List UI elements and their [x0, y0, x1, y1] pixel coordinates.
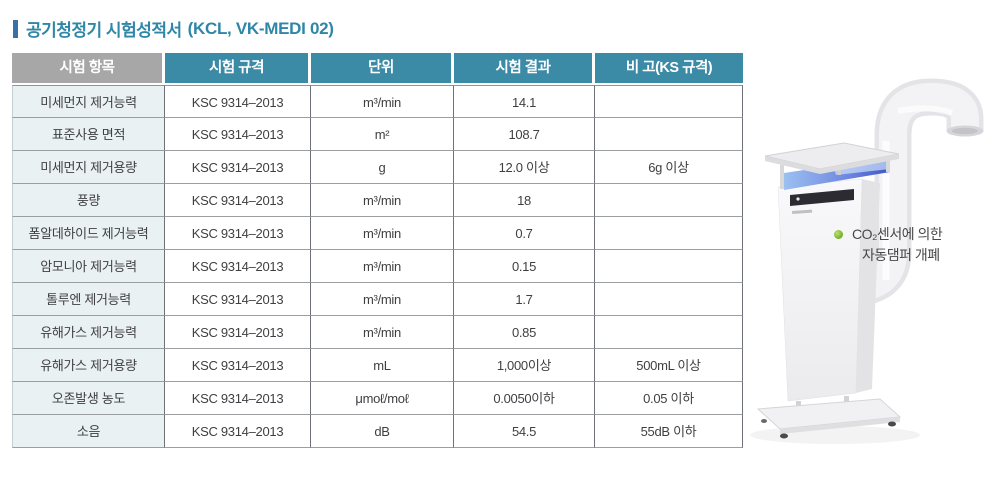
- base-plate: [756, 396, 902, 439]
- cell-standard: KSC 9314–2013: [165, 217, 311, 250]
- cell-result: 14.1: [454, 85, 595, 118]
- cell-note: [595, 316, 743, 349]
- cell-unit: mL: [311, 349, 454, 382]
- title-suffix: (KCL, VK-MEDI 02): [187, 18, 334, 38]
- table-row: 소음 KSC 9314–2013 dB 54.5 55dB 이하: [12, 415, 743, 448]
- cell-note: [595, 118, 743, 151]
- cell-unit: μmoℓ/moℓ: [311, 382, 454, 415]
- table-row: 톨루엔 제거능력 KSC 9314–2013 m³/min 1.7: [12, 283, 743, 316]
- page-title: 공기청정기 시험성적서 (KCL, VK-MEDI 02): [13, 16, 334, 41]
- cell-standard: KSC 9314–2013: [165, 85, 311, 118]
- cell-result: 1,000이상: [454, 349, 595, 382]
- control-slot: [790, 189, 854, 214]
- table-header-row: 시험 항목 시험 규격 단위 시험 결과 비 고(KS 규격): [12, 53, 743, 83]
- cell-unit: m³/min: [311, 316, 454, 349]
- cell-note: [595, 250, 743, 283]
- cell-note: [595, 217, 743, 250]
- cell-result: 0.15: [454, 250, 595, 283]
- table-row: 폼알데하이드 제거능력 KSC 9314–2013 m³/min 0.7: [12, 217, 743, 250]
- product-image: [750, 78, 984, 444]
- table-row: 미세먼지 제거능력 KSC 9314–2013 m³/min 14.1: [12, 85, 743, 118]
- column-header: 비 고(KS 규격): [595, 53, 743, 83]
- cell-result: 18: [454, 184, 595, 217]
- cell-unit: dB: [311, 415, 454, 448]
- title-text: 공기청정기 시험성적서: [26, 21, 182, 40]
- cell-item: 미세먼지 제거능력: [12, 85, 165, 118]
- cell-standard: KSC 9314–2013: [165, 250, 311, 283]
- cell-item: 톨루엔 제거능력: [12, 283, 165, 316]
- bullet-icon: [834, 230, 843, 239]
- annotation: CO₂센서에 의한 자동댐퍼 개폐: [834, 224, 943, 266]
- cell-item: 유해가스 제거용량: [12, 349, 165, 382]
- cell-unit: m³/min: [311, 217, 454, 250]
- cell-result: 0.85: [454, 316, 595, 349]
- cell-note: [595, 184, 743, 217]
- column-header: 시험 항목: [12, 53, 165, 83]
- cell-result: 54.5: [454, 415, 595, 448]
- cell-item: 표준사용 면적: [12, 118, 165, 151]
- floor-shadow: [750, 426, 920, 444]
- column-header: 단위: [311, 53, 454, 83]
- cell-unit: g: [311, 151, 454, 184]
- cell-item: 유해가스 제거능력: [12, 316, 165, 349]
- cell-standard: KSC 9314–2013: [165, 151, 311, 184]
- cell-item: 암모니아 제거능력: [12, 250, 165, 283]
- cell-result: 0.0050이하: [454, 382, 595, 415]
- annotation-line: CO₂센서에 의한: [852, 226, 943, 242]
- cell-note: [595, 283, 743, 316]
- cell-note: 0.05 이하: [595, 382, 743, 415]
- cell-unit: m³/min: [311, 184, 454, 217]
- cell-result: 0.7: [454, 217, 595, 250]
- annotation-line: 자동댐퍼 개폐: [862, 247, 940, 263]
- cell-unit: m²: [311, 118, 454, 151]
- table-row: 오존발생 농도 KSC 9314–2013 μmoℓ/moℓ 0.0050이하 0.05…: [12, 382, 743, 415]
- cell-standard: KSC 9314–2013: [165, 415, 311, 448]
- column-header: 시험 규격: [165, 53, 311, 83]
- cell-standard: KSC 9314–2013: [165, 283, 311, 316]
- title-accent-bar: [13, 19, 18, 38]
- cell-standard: KSC 9314–2013: [165, 118, 311, 151]
- cell-note: 500mL 이상: [595, 349, 743, 382]
- table-row: 표준사용 면적 KSC 9314–2013 m² 108.7: [12, 118, 743, 151]
- table-row: 미세먼지 제거용량 KSC 9314–2013 g 12.0 이상 6g 이상: [12, 151, 743, 184]
- spec-table: 시험 항목 시험 규격 단위 시험 결과 비 고(KS 규격) 미세먼지 제거능력 KSC…: [12, 53, 743, 448]
- cell-item: 미세먼지 제거용량: [12, 151, 165, 184]
- cell-standard: KSC 9314–2013: [165, 349, 311, 382]
- cell-item: 풍량: [12, 184, 165, 217]
- cell-standard: KSC 9314–2013: [165, 382, 311, 415]
- cell-note: [595, 85, 743, 118]
- table-row: 암모니아 제거능력 KSC 9314–2013 m³/min 0.15: [12, 250, 743, 283]
- cell-note: 55dB 이하: [595, 415, 743, 448]
- column-header: 시험 결과: [454, 53, 595, 83]
- cell-unit: m³/min: [311, 250, 454, 283]
- cell-item: 소음: [12, 415, 165, 448]
- exhaust-duct-icon: [849, 78, 984, 307]
- cell-result: 12.0 이상: [454, 151, 595, 184]
- cell-unit: m³/min: [311, 283, 454, 316]
- table-row: 풍량 KSC 9314–2013 m³/min 18: [12, 184, 743, 217]
- tower-cap: [764, 142, 900, 174]
- cell-result: 108.7: [454, 118, 595, 151]
- cell-unit: m³/min: [311, 85, 454, 118]
- cell-standard: KSC 9314–2013: [165, 316, 311, 349]
- cell-item: 오존발생 농도: [12, 382, 165, 415]
- cell-note: 6g 이상: [595, 151, 743, 184]
- cell-item: 폼알데하이드 제거능력: [12, 217, 165, 250]
- table-row: 유해가스 제거용량 KSC 9314–2013 mL 1,000이상 500mL 이상: [12, 349, 743, 382]
- cell-standard: KSC 9314–2013: [165, 184, 311, 217]
- cell-result: 1.7: [454, 283, 595, 316]
- table-row: 유해가스 제거능력 KSC 9314–2013 m³/min 0.85: [12, 316, 743, 349]
